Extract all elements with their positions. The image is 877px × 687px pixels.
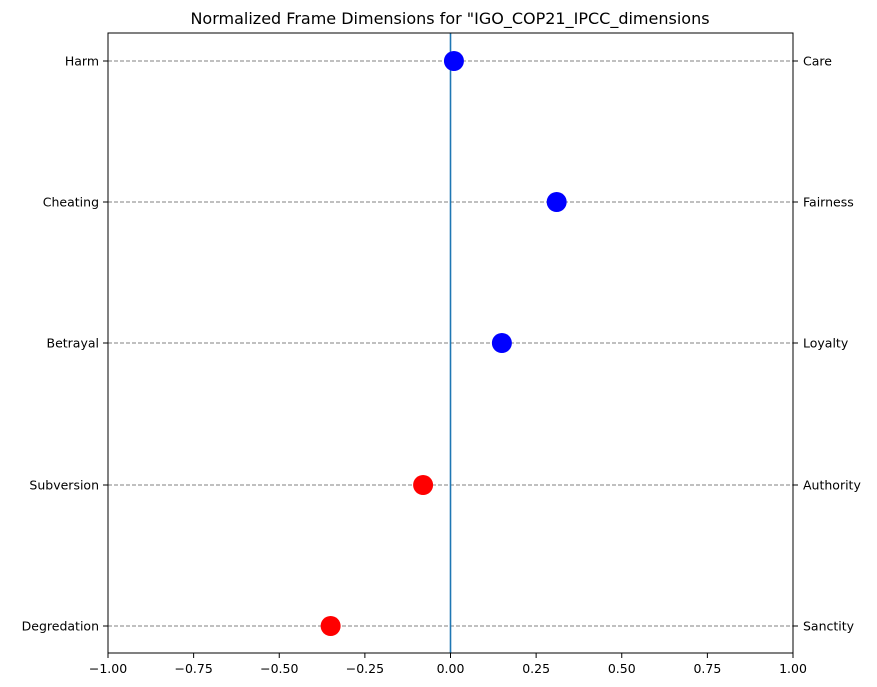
- x-tick-label-2: −0.50: [260, 661, 298, 676]
- data-point-sanctity: [320, 616, 341, 636]
- x-tick-label-0: −1.00: [89, 661, 127, 676]
- right-label-care: Care: [803, 54, 832, 69]
- right-label-loyalty: Loyalty: [803, 336, 849, 351]
- data-point-fairness: [546, 192, 567, 212]
- right-label-authority: Authority: [803, 478, 861, 493]
- x-tick-label-5: 0.25: [522, 661, 550, 676]
- left-label-harm: Harm: [65, 54, 99, 69]
- x-tick-label-7: 0.75: [693, 661, 721, 676]
- data-point-authority: [413, 475, 434, 495]
- x-tick-label-8: 1.00: [779, 661, 807, 676]
- x-tick-label-6: 0.50: [608, 661, 636, 676]
- x-tick-label-3: −0.25: [346, 661, 384, 676]
- left-y-axis: Harm Cheating Betrayal Subversion Degredatio…: [22, 54, 108, 634]
- left-label-betrayal: Betrayal: [47, 336, 100, 351]
- right-y-axis: Care Fairness Loyalty Authority Sanctity: [793, 54, 861, 634]
- x-tick-label-4: 0.00: [437, 661, 465, 676]
- left-label-subversion: Subversion: [29, 478, 99, 493]
- data-points: [320, 51, 567, 636]
- x-tick-label-1: −0.75: [174, 661, 212, 676]
- right-label-fairness: Fairness: [803, 195, 854, 210]
- data-point-care: [443, 51, 464, 71]
- left-label-degredation: Degredation: [22, 619, 99, 634]
- x-axis: −1.00 −0.75 −0.50 −0.25 0.00 0.25 0.50 0.75 1.00: [89, 653, 807, 676]
- data-point-loyalty: [491, 333, 512, 353]
- left-label-cheating: Cheating: [43, 195, 99, 210]
- right-label-sanctity: Sanctity: [803, 619, 855, 634]
- chart-title: Normalized Frame Dimensions for "IGO_COP…: [190, 9, 709, 29]
